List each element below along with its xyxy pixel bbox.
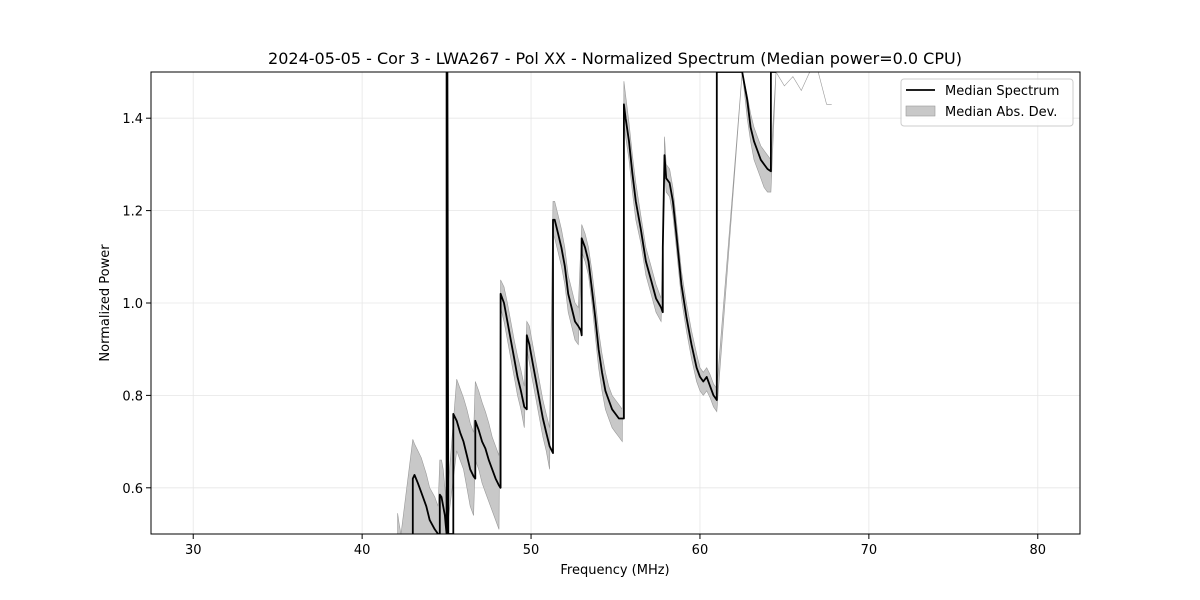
x-tick-label: 60 [692,543,709,558]
y-axis-label: Normalized Power [98,244,113,362]
legend-median-abs-dev: Median Abs. Dev. [945,105,1057,120]
x-tick-label: 50 [523,543,540,558]
x-tick-label: 40 [354,543,371,558]
median-spectrum-line [411,72,776,534]
legend-band-swatch [905,105,936,117]
median-abs-dev-band [397,72,832,534]
x-tick-label: 30 [185,543,202,558]
y-tick-label: 1.2 [122,205,143,220]
grid [151,72,1080,534]
y-tick-label: 0.8 [122,389,143,404]
x-tick-label: 80 [1029,543,1046,558]
y-tick-label: 0.6 [122,482,143,497]
y-tick-label: 1.0 [122,297,143,312]
x-tick-label: 70 [861,543,878,558]
legend-box [900,78,1074,127]
x-axis-label: Frequency (MHz) [560,563,669,578]
legend-median-spectrum: Median Spectrum [945,84,1059,99]
y-axis: 0.6 0.8 1.0 1.2 1.4 [122,112,151,497]
y-tick-label: 1.4 [122,112,143,127]
legend: Median Spectrum Median Abs. Dev. [900,78,1074,127]
chart-title: 2024-05-05 - Cor 3 - LWA267 - Pol XX - N… [268,49,962,68]
x-axis: 30 40 50 60 70 80 [185,534,1046,558]
